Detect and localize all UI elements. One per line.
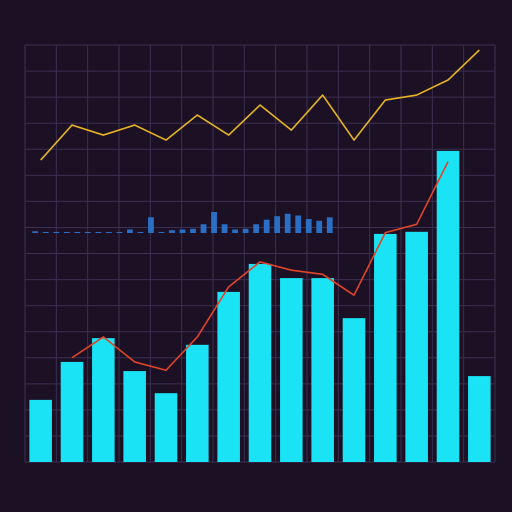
line bbox=[71, 161, 449, 372]
bar bbox=[274, 216, 281, 233]
bar bbox=[405, 231, 428, 462]
bar bbox=[200, 224, 207, 233]
bar bbox=[316, 220, 323, 233]
bar bbox=[123, 371, 146, 462]
bar bbox=[116, 231, 123, 233]
bar bbox=[248, 263, 272, 462]
bar bbox=[105, 231, 112, 233]
bar bbox=[74, 231, 81, 233]
bar bbox=[242, 228, 249, 233]
bar bbox=[63, 231, 70, 233]
bar bbox=[284, 213, 291, 233]
bar bbox=[295, 215, 302, 233]
bar bbox=[154, 393, 178, 462]
bar bbox=[374, 233, 397, 462]
bar bbox=[217, 291, 240, 462]
bar bbox=[186, 344, 209, 462]
line bbox=[40, 49, 480, 161]
bar bbox=[127, 229, 133, 233]
bar bbox=[468, 376, 491, 462]
bar bbox=[311, 278, 334, 462]
bar bbox=[436, 150, 460, 462]
bar bbox=[53, 231, 60, 233]
bar bbox=[169, 230, 175, 233]
bar bbox=[158, 231, 165, 233]
bar bbox=[280, 278, 303, 462]
bar bbox=[263, 219, 270, 233]
bar bbox=[32, 231, 39, 233]
bar bbox=[179, 229, 186, 233]
bar bbox=[60, 361, 84, 462]
bar bbox=[137, 231, 144, 233]
bar bbox=[221, 224, 228, 233]
bar bbox=[253, 224, 260, 233]
bar bbox=[232, 229, 238, 233]
bar bbox=[190, 228, 196, 233]
bar bbox=[42, 231, 49, 233]
bar bbox=[92, 338, 115, 462]
bar bbox=[29, 399, 52, 462]
bar bbox=[84, 231, 91, 233]
bar bbox=[95, 231, 102, 233]
bar bbox=[326, 217, 333, 233]
bar bbox=[342, 318, 366, 462]
bar bbox=[211, 212, 217, 233]
bar bbox=[305, 219, 312, 233]
bar bbox=[148, 217, 154, 233]
